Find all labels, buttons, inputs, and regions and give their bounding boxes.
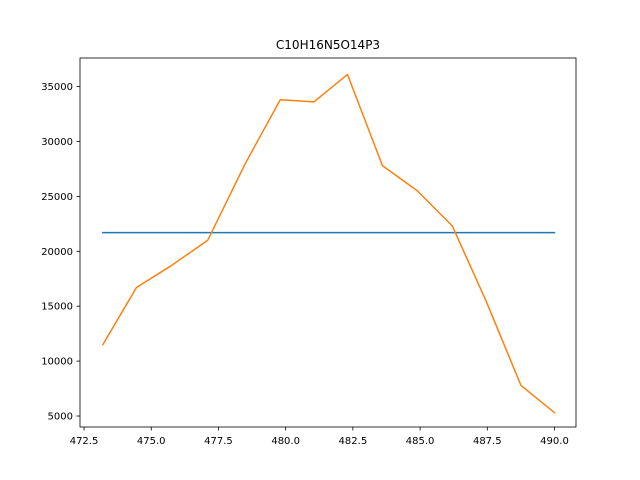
x-tick-label: 472.5 bbox=[70, 436, 99, 447]
y-tick-label: 20000 bbox=[41, 247, 73, 258]
x-tick-label: 482.5 bbox=[339, 436, 368, 447]
y-tick-label: 5000 bbox=[48, 412, 73, 423]
series-line-1 bbox=[101, 73, 556, 414]
x-tick-label: 475.0 bbox=[137, 436, 166, 447]
y-tick-label: 15000 bbox=[41, 302, 73, 313]
x-tick-label: 477.5 bbox=[204, 436, 233, 447]
x-tick-label: 487.5 bbox=[473, 436, 502, 447]
y-tick-label: 25000 bbox=[41, 192, 73, 203]
y-tick-label: 10000 bbox=[41, 357, 73, 368]
chart-title: C10H16N5O14P3 bbox=[276, 38, 380, 52]
axes-layer bbox=[79, 57, 577, 428]
y-tick-label: 35000 bbox=[41, 82, 73, 93]
plot-area bbox=[80, 58, 576, 427]
y-tick-label: 30000 bbox=[41, 137, 73, 148]
ticks-layer: 472.5 475.0 477.5 480.0 482.5 485.0 487.5 490.0… bbox=[41, 82, 569, 447]
axes-frame bbox=[79, 57, 577, 428]
x-tick-label: 480.0 bbox=[271, 436, 300, 447]
x-tick-label: 490.0 bbox=[540, 436, 569, 447]
series-layer bbox=[101, 73, 556, 414]
x-tick-label: 485.0 bbox=[406, 436, 435, 447]
